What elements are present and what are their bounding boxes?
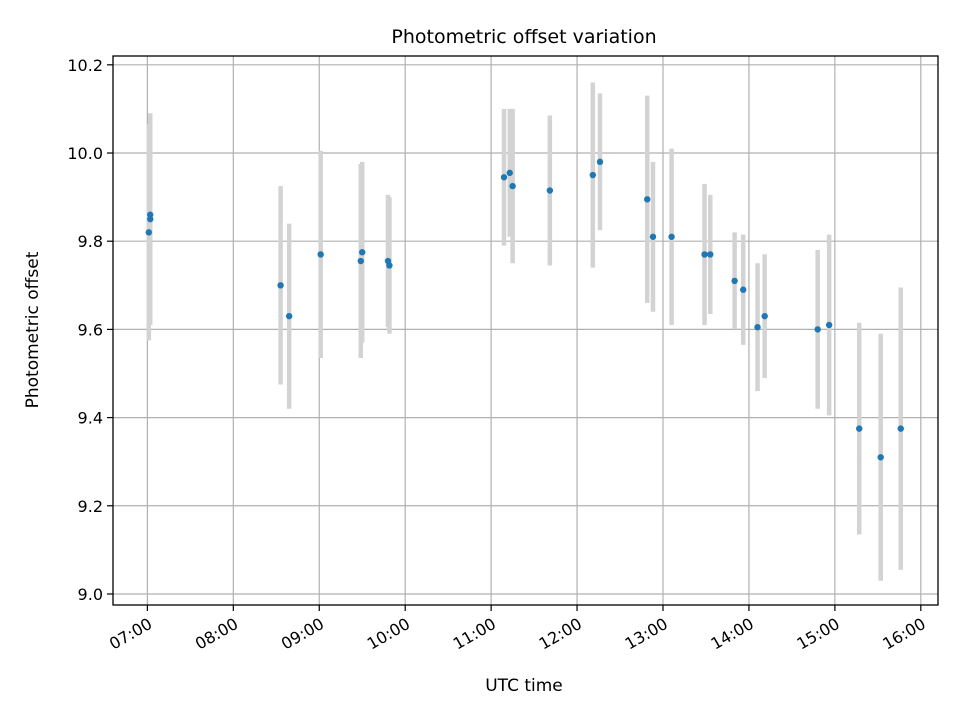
data-point	[877, 454, 884, 461]
data-points	[145, 158, 904, 461]
data-point	[668, 233, 675, 240]
grid	[113, 56, 938, 605]
data-point	[506, 169, 513, 177]
data-point	[359, 249, 366, 256]
data-point	[814, 326, 821, 333]
data-point	[761, 312, 768, 320]
data-point	[277, 282, 284, 289]
data-point	[500, 174, 508, 181]
y-tick-label: 9.4	[78, 409, 103, 428]
data-point	[731, 277, 738, 285]
data-point	[825, 321, 833, 329]
y-tick-label: 9.2	[78, 497, 103, 516]
x-axis-title: UTC time	[485, 676, 563, 696]
data-point	[596, 158, 604, 166]
y-tick-label: 9.8	[78, 232, 103, 251]
data-point	[707, 251, 714, 258]
data-point	[649, 233, 657, 240]
data-point	[740, 286, 747, 293]
y-tick-label: 10.0	[67, 144, 103, 163]
data-point	[386, 262, 393, 269]
data-point	[644, 196, 651, 203]
data-point	[357, 257, 364, 265]
data-point	[589, 171, 597, 179]
data-point	[147, 215, 154, 223]
data-point	[897, 425, 904, 432]
data-point	[285, 312, 293, 320]
y-tick-label: 10.2	[67, 56, 103, 75]
y-tick-label: 9.0	[78, 585, 103, 604]
y-axis-ticks: 9.0 9.2 9.4 9.6 9.8 10.0 10.2	[67, 56, 113, 604]
data-point	[701, 251, 708, 258]
chart-title: Photometric offset variation	[391, 26, 656, 48]
data-point	[546, 187, 554, 194]
data-point	[145, 229, 153, 236]
data-point	[509, 182, 516, 190]
data-point	[856, 425, 863, 432]
y-tick-label: 9.6	[78, 320, 103, 339]
data-point	[754, 323, 761, 331]
data-point	[317, 251, 324, 258]
data-point	[147, 211, 154, 218]
y-axis-title: Photometric offset	[23, 251, 43, 408]
plot-area-frame	[112, 55, 939, 606]
